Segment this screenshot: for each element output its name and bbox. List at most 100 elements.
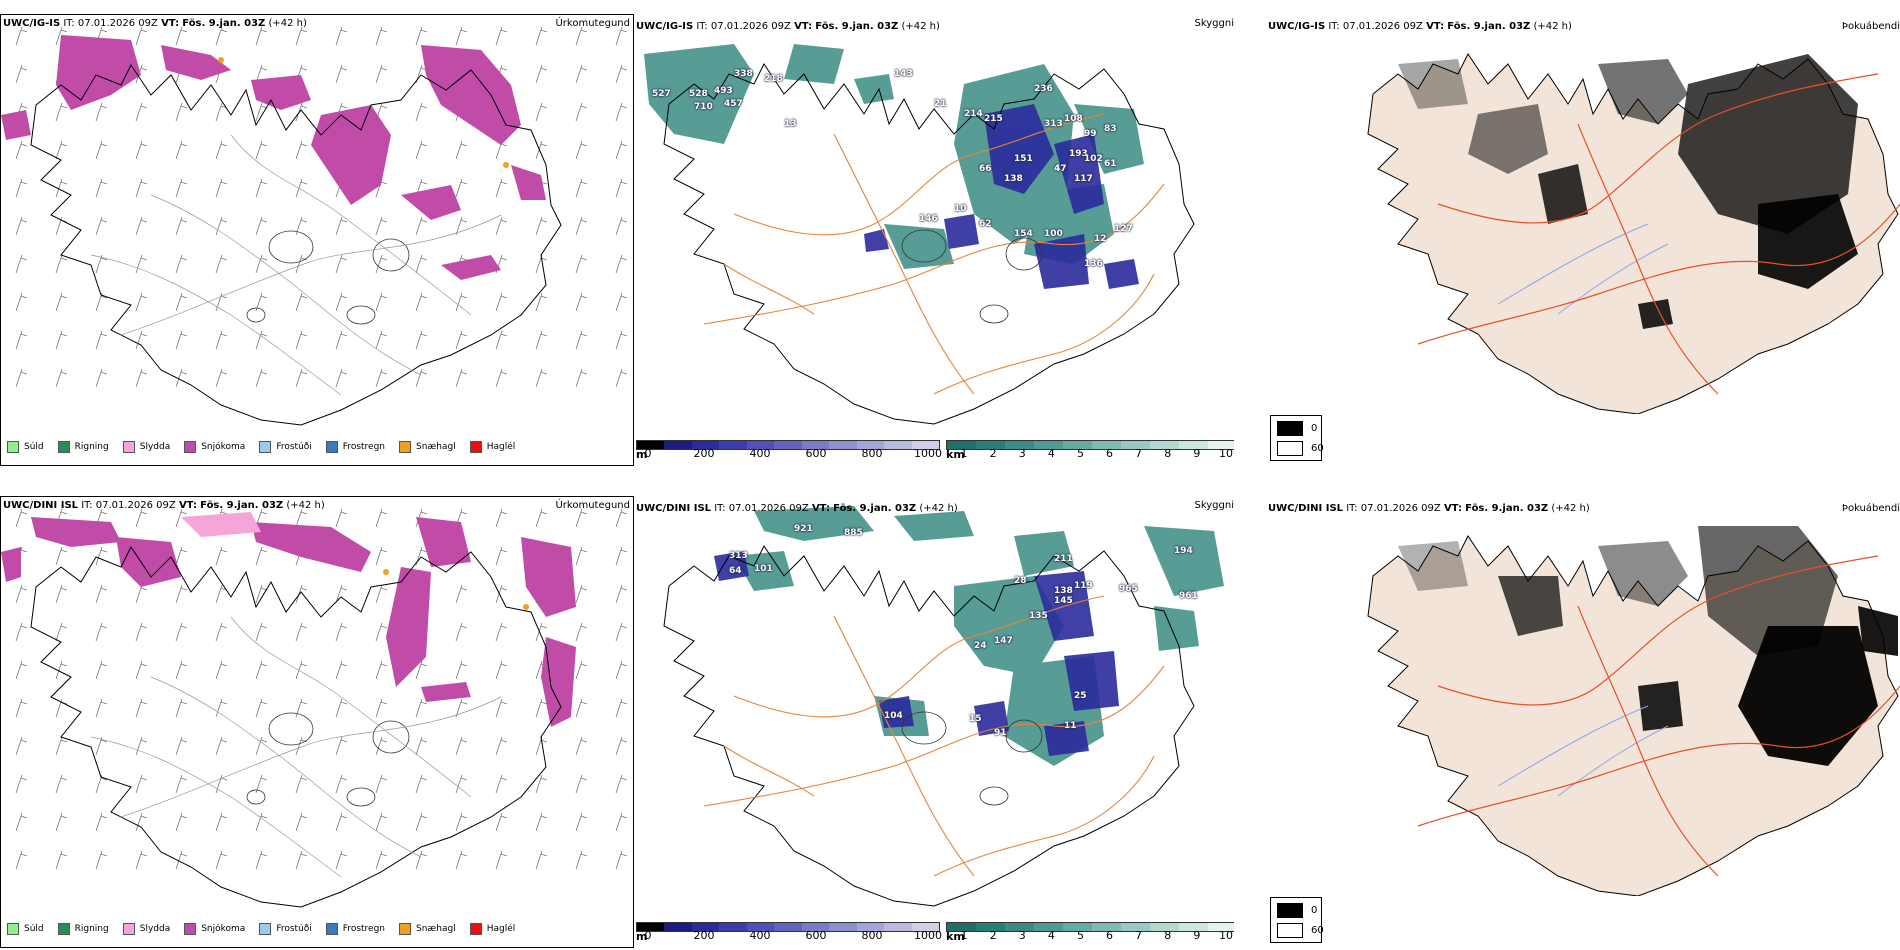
colorbar-tick: 600 xyxy=(805,929,827,942)
colorbar-tick: 3 xyxy=(1018,447,1026,460)
road xyxy=(1437,555,1879,706)
colorbar-tick: 7 xyxy=(1135,447,1143,460)
legend-label: Súld xyxy=(24,924,44,934)
colorbar-tick: 2 xyxy=(989,929,997,942)
wind-barb xyxy=(295,254,308,274)
legend-item: Snjókoma xyxy=(184,441,245,453)
wind-barb xyxy=(415,254,428,274)
cloud-base-area xyxy=(1064,651,1119,711)
wind-barb xyxy=(55,584,68,604)
wind-barb xyxy=(95,850,108,870)
wind-barb xyxy=(55,736,68,756)
snow-area xyxy=(521,537,576,617)
fog-legend-bottom: 60 xyxy=(1311,443,1324,454)
iceland-outline xyxy=(663,545,1195,907)
wind-barb xyxy=(495,736,508,756)
legend-label: Súld xyxy=(24,442,44,452)
legend-swatch xyxy=(325,923,338,935)
vt-label: VT: xyxy=(178,500,197,511)
wind-barb xyxy=(455,850,468,870)
wind-barb xyxy=(15,330,28,350)
wind-barb xyxy=(295,736,308,756)
wind-barb xyxy=(135,368,148,388)
wind-barb xyxy=(55,546,68,566)
wind-barb xyxy=(55,254,68,274)
river xyxy=(1497,223,1649,305)
legend-label: Snæhagl xyxy=(416,442,456,452)
wind-barb xyxy=(415,736,428,756)
cloud-height-label: 143 xyxy=(894,69,913,79)
wind-barb xyxy=(575,292,588,312)
wind-barb xyxy=(55,292,68,312)
wind-barb xyxy=(95,546,108,566)
glacier xyxy=(1005,719,1043,753)
wind-barb xyxy=(615,736,628,756)
wind-barb xyxy=(175,812,188,832)
wind-barb xyxy=(575,330,588,350)
fog-shading xyxy=(1398,526,1898,766)
lead-time: (+42 h) xyxy=(919,503,958,514)
wind-barb xyxy=(415,812,428,832)
cloud-base-ticks: 0 200 400 600 800 1000 xyxy=(645,447,943,461)
colorbar-segment xyxy=(884,441,912,449)
wind-barb xyxy=(495,774,508,794)
snow-area xyxy=(116,537,181,587)
precip-map-row1 xyxy=(1,26,628,426)
wind-barb xyxy=(295,508,308,528)
snow-area xyxy=(441,255,501,280)
wind-barb xyxy=(175,698,188,718)
cloud-base-colorbar xyxy=(636,922,940,932)
legend-item: Frostregn xyxy=(325,923,385,935)
it-value: 07.01.2026 09Z xyxy=(1342,21,1423,32)
colorbar-segment xyxy=(884,923,912,931)
vt-label: VT: xyxy=(1443,503,1462,514)
fog-area xyxy=(1498,576,1563,636)
visibility-map-row2 xyxy=(663,506,1224,907)
fog-label: Þokuábendi xyxy=(1841,503,1900,514)
lead-time: (+42 h) xyxy=(1551,503,1590,514)
snow-area xyxy=(421,45,521,145)
road xyxy=(1577,605,1719,877)
colorbar-tick: 1 xyxy=(960,929,968,942)
wind-barb xyxy=(535,698,548,718)
cloud-height-label: 83 xyxy=(1104,124,1117,134)
cloud-height-label: 102 xyxy=(1084,154,1103,164)
wind-barb xyxy=(135,216,148,236)
visibility-label: Skyggni xyxy=(1194,500,1234,511)
wind-barb xyxy=(575,178,588,198)
colorbar-segment xyxy=(947,441,976,449)
model-name: UWC/DINI ISL xyxy=(3,500,79,511)
wind-barb xyxy=(175,508,188,528)
wind-barb xyxy=(255,850,268,870)
cloud-height-label: 138 xyxy=(1004,174,1023,184)
wind-barb xyxy=(415,140,428,160)
wind-barb xyxy=(455,330,468,350)
wind-barb xyxy=(415,850,428,870)
legend-item: Frostúði xyxy=(259,441,312,453)
cloud-height-label: 921 xyxy=(794,524,813,534)
glacier xyxy=(901,229,947,263)
wind-barb xyxy=(615,140,628,160)
wind-barb xyxy=(95,774,108,794)
legend-swatch xyxy=(399,923,412,935)
fog-area xyxy=(1858,606,1898,656)
wind-barb xyxy=(495,330,508,350)
wind-barb xyxy=(535,368,548,388)
visibility-map-row1 xyxy=(644,44,1195,425)
colorbar-tick: 10 xyxy=(1219,929,1233,942)
cloud-height-label: 11 xyxy=(1064,721,1077,731)
wind-barb xyxy=(455,26,468,46)
road xyxy=(1417,685,1900,827)
wind-barb xyxy=(535,216,548,236)
it-value: 07.01.2026 09Z xyxy=(728,503,809,514)
glacier xyxy=(246,789,266,805)
wind-barb xyxy=(95,368,108,388)
cloud-height-label: 528 xyxy=(689,89,708,99)
wind-barb xyxy=(415,660,428,680)
cloud-base-area xyxy=(1034,234,1089,289)
colorbar-segment xyxy=(947,923,976,931)
wind-barb xyxy=(375,26,388,46)
wind-barb xyxy=(455,584,468,604)
wind-barb xyxy=(615,660,628,680)
orange-dots xyxy=(383,569,529,610)
